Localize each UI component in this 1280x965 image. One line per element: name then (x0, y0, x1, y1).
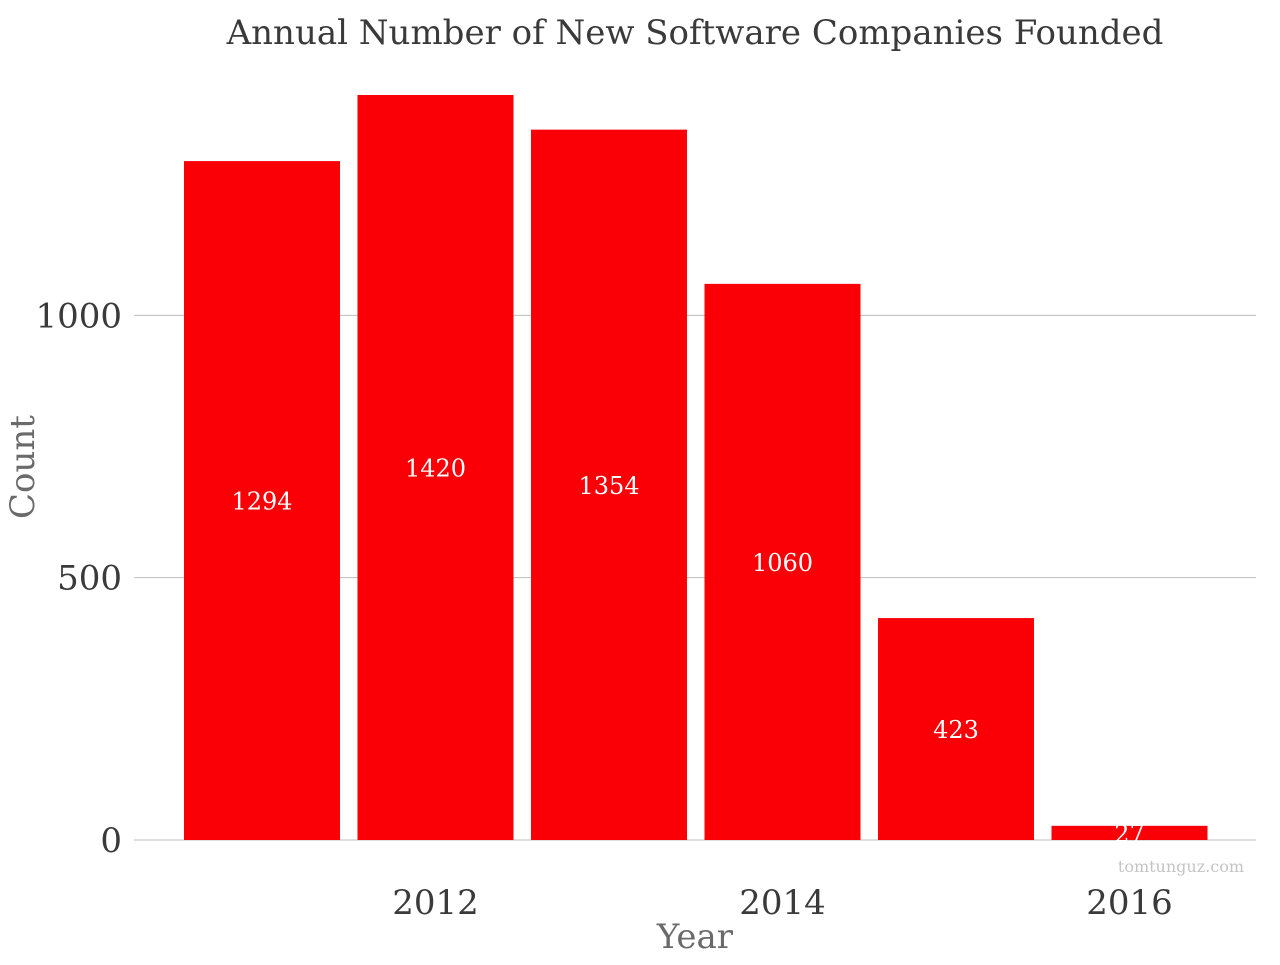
x-tick-labels: 2012 2014 2016 (392, 883, 1173, 923)
bar (704, 283, 861, 840)
y-tick-label: 500 (57, 559, 122, 599)
y-axis-label: Count (3, 415, 43, 519)
y-tick-label: 0 (100, 821, 122, 861)
bar (357, 95, 514, 840)
y-tick-labels: 0 500 1000 (35, 296, 122, 861)
y-tick-label: 1000 (35, 296, 122, 336)
data-label: 1420 (405, 455, 466, 483)
chart-title: Annual Number of New Software Companies … (226, 13, 1164, 53)
x-tick-label: 2012 (392, 883, 479, 923)
bars (184, 95, 1208, 840)
data-label: 1060 (752, 549, 813, 577)
x-axis-label: Year (656, 917, 734, 957)
data-labels: 1294 1420 1354 1060 423 27 (231, 455, 1144, 848)
watermark-text: tomtunguz.com (1118, 857, 1244, 876)
x-tick-label: 2016 (1086, 883, 1173, 923)
data-label: 423 (933, 716, 979, 744)
x-tick-label: 2014 (739, 883, 826, 923)
data-label: 1294 (231, 488, 292, 516)
bar (878, 618, 1034, 840)
bar (184, 161, 340, 840)
data-label: 27 (1114, 820, 1145, 848)
data-label: 1354 (578, 472, 639, 500)
bar (531, 129, 687, 840)
bar (1051, 825, 1208, 840)
